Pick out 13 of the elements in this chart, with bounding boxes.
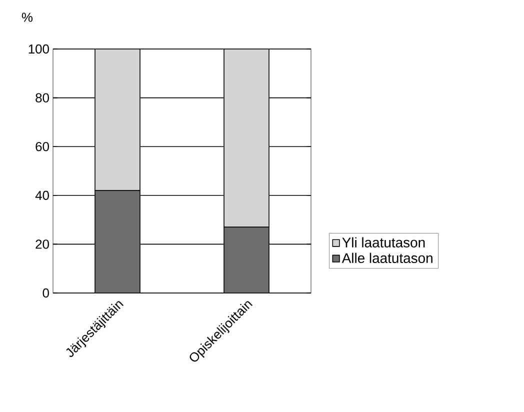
- y-tick-label: 20: [36, 240, 49, 249]
- bar: [224, 48, 270, 228]
- bar: [224, 226, 270, 293]
- y-tick-label: 60: [36, 142, 49, 152]
- bar: [94, 190, 140, 293]
- y-axis-title: %: [22, 12, 33, 22]
- y-tick-label: 80: [36, 93, 49, 102]
- y-tick-label: 0: [42, 288, 49, 298]
- legend-label: Alle laatutason: [342, 252, 432, 264]
- y-tick-label: 100: [28, 44, 49, 54]
- y-tick-label: 40: [35, 190, 49, 200]
- legend-label: Yli laatutason: [342, 237, 425, 248]
- bar: [94, 48, 140, 191]
